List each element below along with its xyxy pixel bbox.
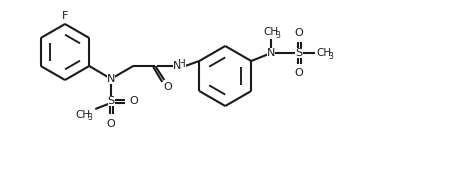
- Text: CH: CH: [317, 48, 332, 58]
- Text: CH: CH: [76, 110, 91, 120]
- Text: N: N: [107, 74, 115, 84]
- Text: 3: 3: [88, 114, 93, 122]
- Text: O: O: [107, 119, 116, 129]
- Text: F: F: [62, 11, 68, 21]
- Text: N: N: [173, 61, 181, 71]
- Text: CH: CH: [263, 27, 279, 37]
- Text: H: H: [179, 59, 186, 69]
- Text: O: O: [295, 68, 303, 78]
- Text: S: S: [296, 48, 303, 58]
- Text: 3: 3: [329, 51, 334, 61]
- Text: N: N: [267, 48, 275, 58]
- Text: S: S: [108, 96, 115, 106]
- Text: O: O: [295, 28, 303, 38]
- Text: O: O: [130, 96, 139, 106]
- Text: O: O: [164, 82, 173, 92]
- Text: 3: 3: [276, 30, 280, 40]
